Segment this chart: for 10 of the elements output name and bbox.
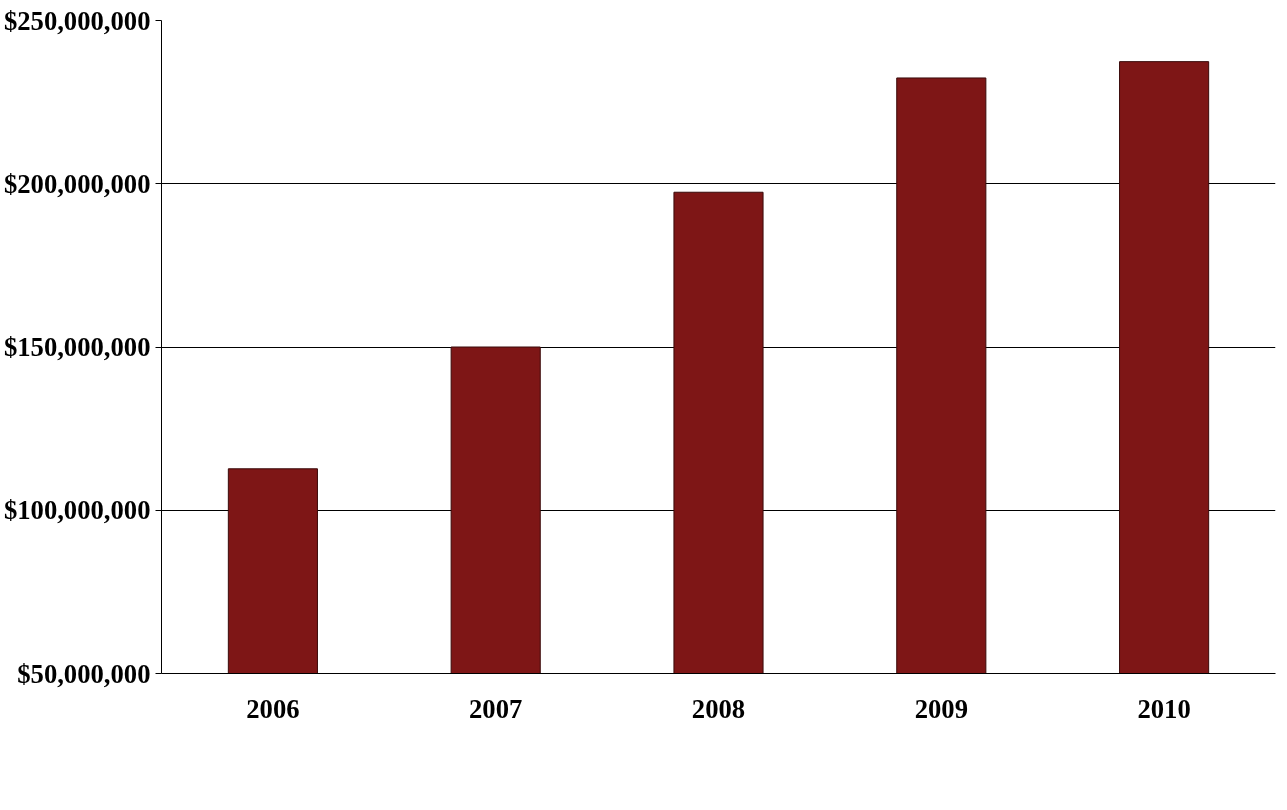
x-tick-label: 2008: [691, 693, 746, 724]
y-tick-label: $200,000,000: [3, 168, 151, 199]
y-tick-label: $250,000,000: [3, 5, 151, 36]
x-tick-label: 2007: [469, 693, 523, 724]
y-tick-label: $50,000,000: [17, 658, 151, 689]
x-tick-label: 2010: [1137, 693, 1191, 724]
x-tick-label: 2009: [914, 693, 968, 724]
y-tick-label: $150,000,000: [3, 332, 151, 362]
y-tick-label: $100,000,000: [3, 495, 151, 526]
x-tick-label: 2006: [246, 693, 300, 724]
